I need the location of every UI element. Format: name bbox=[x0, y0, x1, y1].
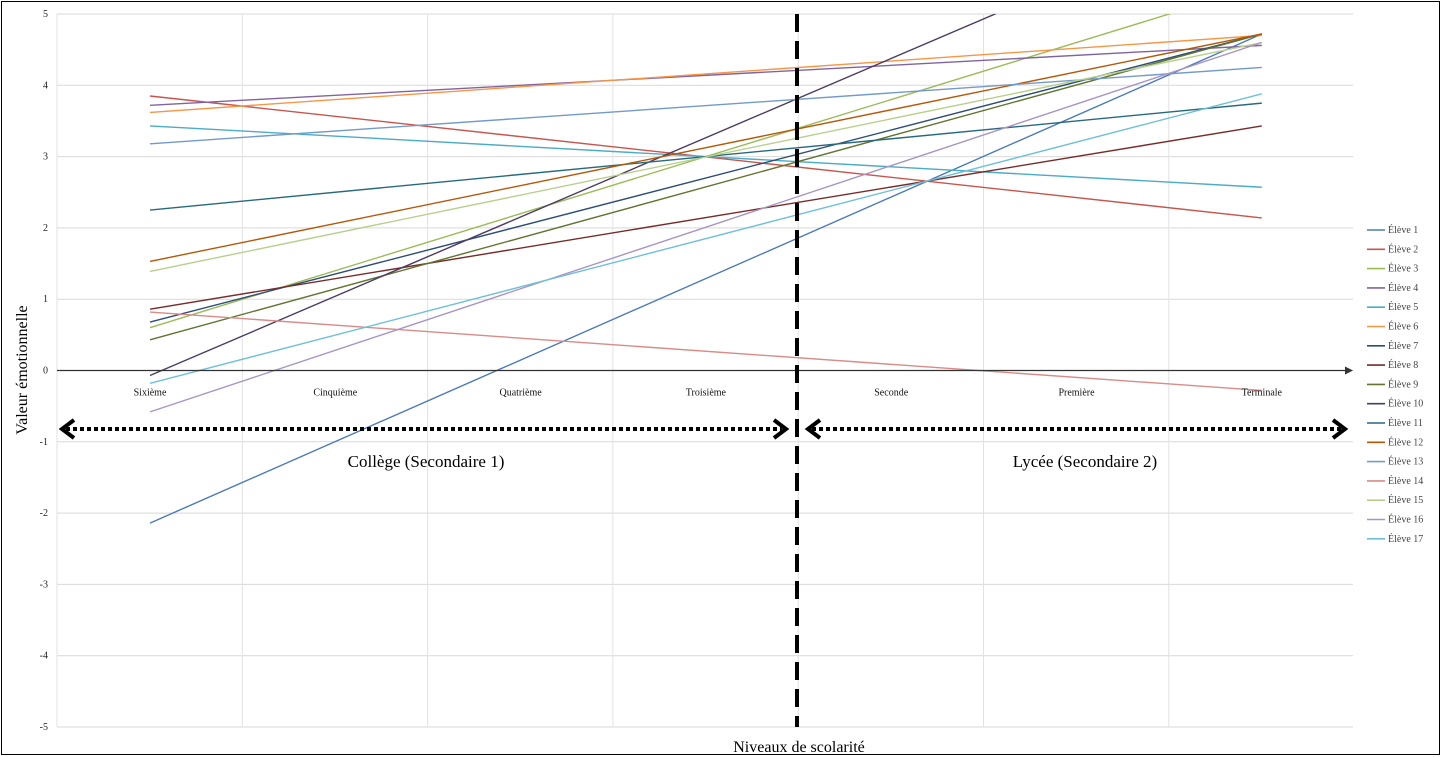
y-tick-label: 3 bbox=[43, 152, 48, 163]
y-tick-label: -4 bbox=[40, 651, 48, 662]
x-category-label: Seconde bbox=[874, 388, 908, 399]
series-lines bbox=[149, 14, 1263, 524]
y-tick-label: 5 bbox=[43, 9, 48, 20]
legend-label-3: Élève 3 bbox=[1388, 263, 1418, 275]
legend-label-9: Élève 9 bbox=[1388, 378, 1418, 390]
legend-label-14: Élève 14 bbox=[1388, 475, 1423, 487]
region-arrows bbox=[58, 418, 1349, 440]
region-label-lycee: Lycée (Secondaire 2) bbox=[1013, 452, 1157, 471]
series-line-14 bbox=[149, 311, 1262, 392]
x-category-label: Terminale bbox=[1242, 388, 1283, 399]
x-category-label: Première bbox=[1058, 388, 1095, 399]
lycee-arrow-right-head bbox=[1331, 418, 1349, 440]
series-line-9 bbox=[149, 33, 1262, 341]
college-arrow-right-head bbox=[772, 418, 790, 440]
legend-label-12: Élève 12 bbox=[1388, 436, 1423, 448]
y-tick-label: -5 bbox=[40, 722, 48, 733]
region-label-college: Collège (Secondaire 1) bbox=[348, 452, 505, 471]
series-line-16 bbox=[149, 41, 1263, 413]
legend-label-5: Élève 5 bbox=[1388, 301, 1418, 313]
x-category-label: Troisième bbox=[686, 388, 727, 399]
legend-label-4: Élève 4 bbox=[1388, 282, 1418, 294]
lycee-arrow-left-head bbox=[804, 418, 822, 440]
x-category-label: Sixième bbox=[134, 388, 167, 399]
x-category-label: Cinquième bbox=[313, 388, 357, 399]
x-category-label: Quatrième bbox=[499, 388, 542, 399]
series-line-13 bbox=[149, 66, 1262, 145]
series-line-8 bbox=[149, 125, 1262, 310]
y-tick-label: 4 bbox=[43, 80, 48, 91]
legend-label-17: Élève 17 bbox=[1388, 533, 1423, 545]
series-line-6 bbox=[149, 34, 1262, 114]
legend-label-16: Élève 16 bbox=[1388, 514, 1423, 526]
y-tick-label: 0 bbox=[43, 366, 48, 377]
legend-label-6: Élève 6 bbox=[1388, 321, 1418, 333]
legend-label-15: Élève 15 bbox=[1388, 494, 1423, 506]
series-line-17 bbox=[149, 93, 1262, 385]
series-line-15 bbox=[149, 41, 1262, 273]
legend-label-1: Élève 1 bbox=[1388, 224, 1418, 236]
series-line-4 bbox=[149, 44, 1262, 106]
y-tick-label: 2 bbox=[43, 223, 48, 234]
college-arrow-left-head bbox=[58, 418, 76, 440]
legend-label-11: Élève 11 bbox=[1388, 417, 1423, 429]
y-tick-label: -1 bbox=[40, 437, 48, 448]
y-axis-ticks: 5 4 3 2 1 0 -1 -2 -3 -4 -5 bbox=[40, 9, 48, 733]
legend-label-10: Élève 10 bbox=[1388, 398, 1423, 410]
y-tick-label: -3 bbox=[40, 579, 48, 590]
x-axis-arrowhead bbox=[1345, 366, 1353, 375]
legend-label-7: Élève 7 bbox=[1388, 340, 1418, 352]
legend: Élève 1 Élève 2 Élève 3 Élève 4 Élève 5 Élève… bbox=[1367, 224, 1423, 545]
legend-label-2: Élève 2 bbox=[1388, 243, 1418, 255]
x-axis: Sixième Cinquième Quatrième Troisième Second… bbox=[57, 366, 1353, 399]
x-axis-title: Niveaux de scolarité bbox=[733, 739, 865, 756]
series-line-1 bbox=[149, 33, 1263, 524]
series-line-12 bbox=[149, 33, 1262, 263]
y-tick-label: 1 bbox=[43, 294, 48, 305]
series-line-10 bbox=[149, 14, 997, 377]
series-line-7 bbox=[149, 33, 1262, 323]
y-axis-title: Valeur émotionnelle bbox=[14, 305, 31, 434]
legend-label-8: Élève 8 bbox=[1388, 359, 1418, 371]
legend-label-13: Élève 13 bbox=[1388, 456, 1423, 468]
y-tick-label: -2 bbox=[40, 508, 48, 519]
